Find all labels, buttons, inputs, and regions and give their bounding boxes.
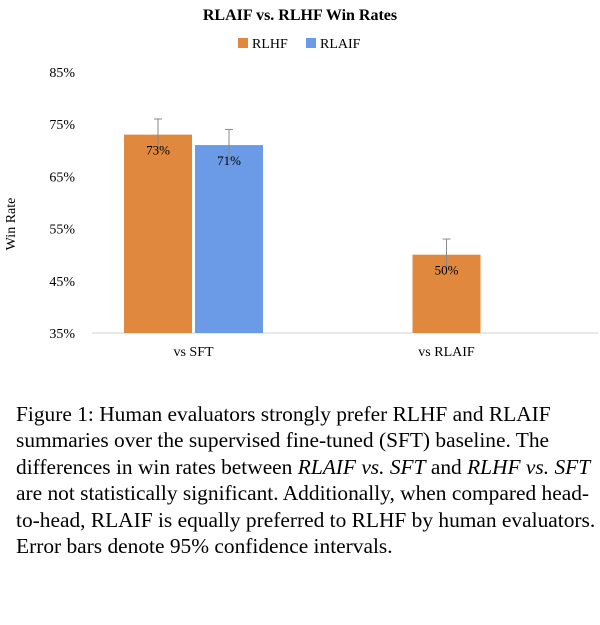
legend-label-rlhf: RLHF bbox=[252, 37, 288, 52]
y-tick-label: 35% bbox=[49, 327, 75, 342]
y-tick-label: 45% bbox=[49, 275, 75, 290]
data-label: 71% bbox=[217, 153, 241, 168]
bars: 73% 71% 50% bbox=[124, 118, 481, 333]
bar-rlhf bbox=[124, 134, 192, 333]
caption-text-2: and bbox=[430, 454, 462, 479]
x-axis-ticks: vs SFT vs RLAIF bbox=[173, 345, 474, 360]
win-rate-chart: RLAIF vs. RLHF Win Rates RLHF RLAIF Win R… bbox=[4, 7, 598, 360]
y-axis-ticks: 35% 45% 55% 65% 75% 85% bbox=[49, 66, 75, 342]
legend-swatch-rlaif bbox=[306, 38, 316, 48]
data-label: 50% bbox=[435, 263, 459, 278]
caption-emphasis-2: RLHF vs. SFT bbox=[467, 454, 591, 479]
caption-text-1: Human evaluators strongly prefer RLHF an… bbox=[16, 402, 551, 479]
caption-emphasis-1: RLAIF vs. SFT bbox=[297, 454, 426, 479]
chart-title: RLAIF vs. RLHF Win Rates bbox=[203, 7, 397, 24]
bar-rlaif bbox=[195, 145, 263, 333]
legend-swatch-rlhf bbox=[238, 38, 248, 48]
caption-text-3: are not statistically significant. Addit… bbox=[16, 481, 596, 559]
caption-figure-label: Figure 1: bbox=[16, 402, 94, 426]
legend-label-rlaif: RLAIF bbox=[320, 37, 361, 52]
data-label: 73% bbox=[146, 143, 170, 158]
x-tick-label: vs RLAIF bbox=[418, 345, 475, 360]
x-tick-label: vs SFT bbox=[173, 345, 214, 360]
legend: RLHF RLAIF bbox=[238, 37, 361, 52]
y-tick-label: 75% bbox=[49, 118, 75, 133]
y-axis-label: Win Rate bbox=[4, 198, 19, 251]
y-tick-label: 85% bbox=[49, 66, 75, 81]
figure-caption: Figure 1: Human evaluators strongly pref… bbox=[16, 401, 596, 559]
y-tick-label: 55% bbox=[49, 223, 75, 238]
y-tick-label: 65% bbox=[49, 170, 75, 185]
